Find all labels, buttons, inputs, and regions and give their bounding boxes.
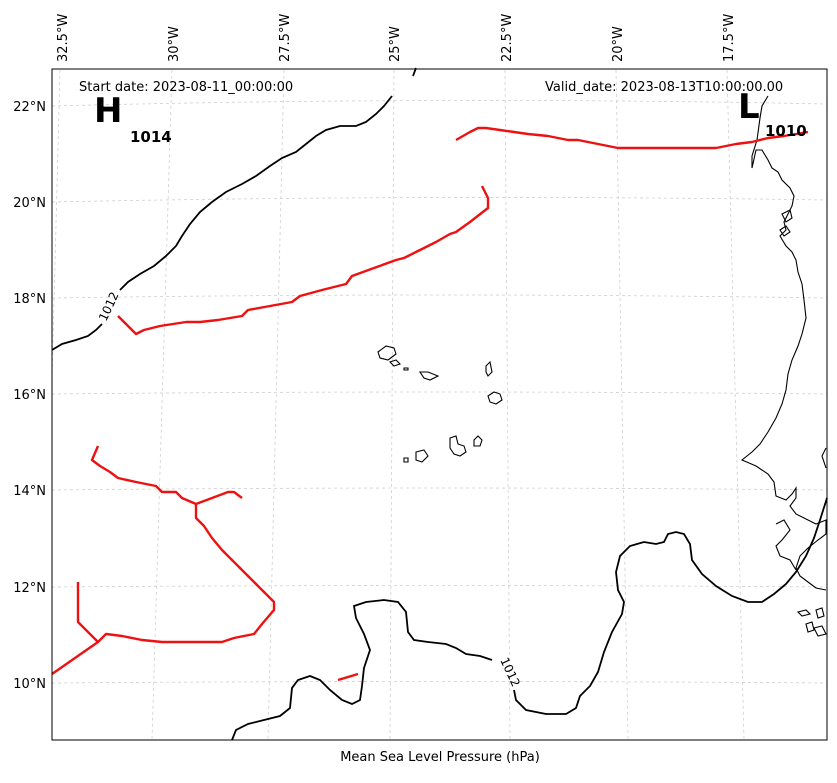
- lat-label: 12°N: [13, 581, 46, 596]
- high-value: 1014: [130, 128, 172, 146]
- lat-label: 22°N: [13, 100, 46, 115]
- front-north: [455, 126, 809, 150]
- lon-label: 17.5°W: [722, 14, 737, 62]
- lat-label: 14°N: [13, 484, 46, 499]
- start-date-label: Start date: 2023-08-11_00:00:00: [79, 80, 293, 95]
- lat-label: 16°N: [13, 388, 46, 403]
- lon-label: 27.5°W: [278, 14, 293, 62]
- graticule: [51, 69, 828, 741]
- longitude-labels: 32.5°W 30°W 27.5°W 25°W 22.5°W 20°W 17.5…: [56, 14, 737, 62]
- low-value: 1010: [765, 122, 807, 140]
- high-symbol: H: [94, 91, 122, 131]
- fronts: [51, 126, 809, 682]
- coastline-guinea: [775, 519, 797, 571]
- lat-label: 18°N: [13, 292, 46, 307]
- front-south-a: [90, 445, 243, 506]
- high-pressure-center: H 1014: [94, 91, 172, 146]
- map-frame: [51, 68, 828, 741]
- valid-date-label: Valid_date: 2023-08-13T10:00:00.00: [545, 80, 783, 95]
- low-symbol: L: [738, 87, 760, 127]
- lon-label: 32.5°W: [56, 14, 71, 62]
- island-bissagos-2: [805, 621, 815, 633]
- front-south-c: [51, 582, 100, 675]
- island-bissagos-1: [796, 609, 812, 617]
- island-bissagos-4: [813, 625, 827, 637]
- lat-label: 20°N: [13, 196, 46, 211]
- isobars: [51, 67, 828, 741]
- coastline-right-edge: [821, 447, 827, 469]
- front-mid: [117, 185, 490, 336]
- isobar-label-north: 1012: [96, 290, 122, 324]
- low-pressure-center: L 1010: [738, 87, 807, 140]
- lon-label: 25°W: [388, 26, 403, 62]
- coastline: [740, 95, 827, 637]
- island-small-n: [781, 209, 793, 223]
- lat-label: 10°N: [13, 677, 46, 692]
- island-bissagos-3: [815, 607, 825, 619]
- front-south-b: [97, 504, 276, 644]
- isobar-1012-north: [51, 95, 393, 351]
- lon-label: 30°W: [167, 26, 182, 62]
- front-small: [337, 672, 359, 682]
- island-small-n2: [779, 225, 791, 237]
- map-caption: Mean Sea Level Pressure (hPa): [340, 750, 540, 765]
- latitude-labels: 22°N 20°N 18°N 16°N 14°N 12°N 10°N: [13, 100, 46, 692]
- lon-label: 20°W: [611, 26, 626, 62]
- cape-verde-islands: [377, 345, 503, 463]
- lon-label: 22.5°W: [500, 14, 515, 62]
- coastline-africa: [740, 95, 827, 591]
- isobar-label-south: 1012: [497, 655, 523, 689]
- isobar-1012-south: [231, 497, 828, 741]
